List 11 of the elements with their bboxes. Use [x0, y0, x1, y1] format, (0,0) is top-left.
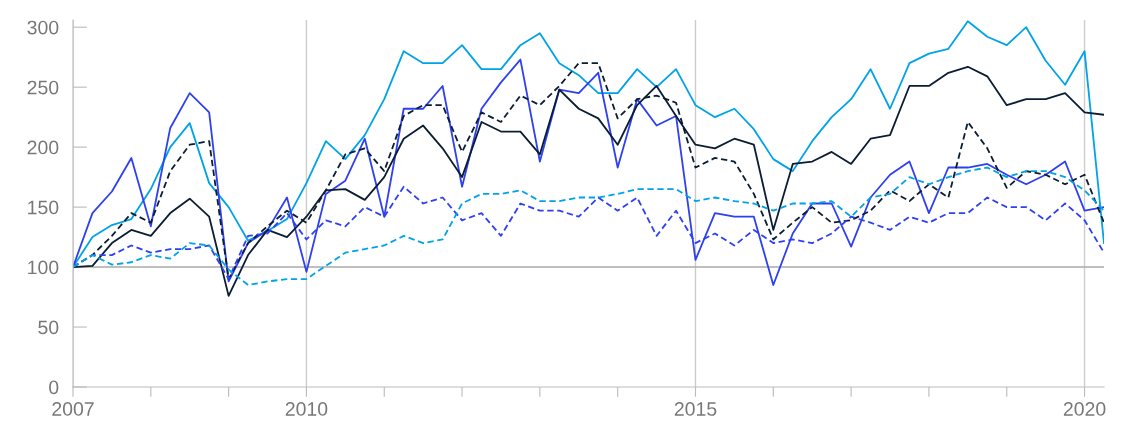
x-tick-label: 2020: [1063, 402, 1106, 416]
y-tick-label: 250: [27, 80, 59, 95]
x-tick-label: 2015: [674, 402, 717, 416]
y-tick-label: 150: [28, 200, 59, 215]
x-tick-label: 2010: [285, 402, 328, 416]
y-tick-label: 100: [28, 260, 59, 275]
y-tick-label: 300: [27, 20, 59, 35]
y-tick-label: 200: [27, 140, 59, 155]
y-tick-label: 0: [49, 380, 59, 395]
y-tick-label: 50: [38, 320, 59, 335]
x-tick-label: 2007: [52, 402, 94, 416]
